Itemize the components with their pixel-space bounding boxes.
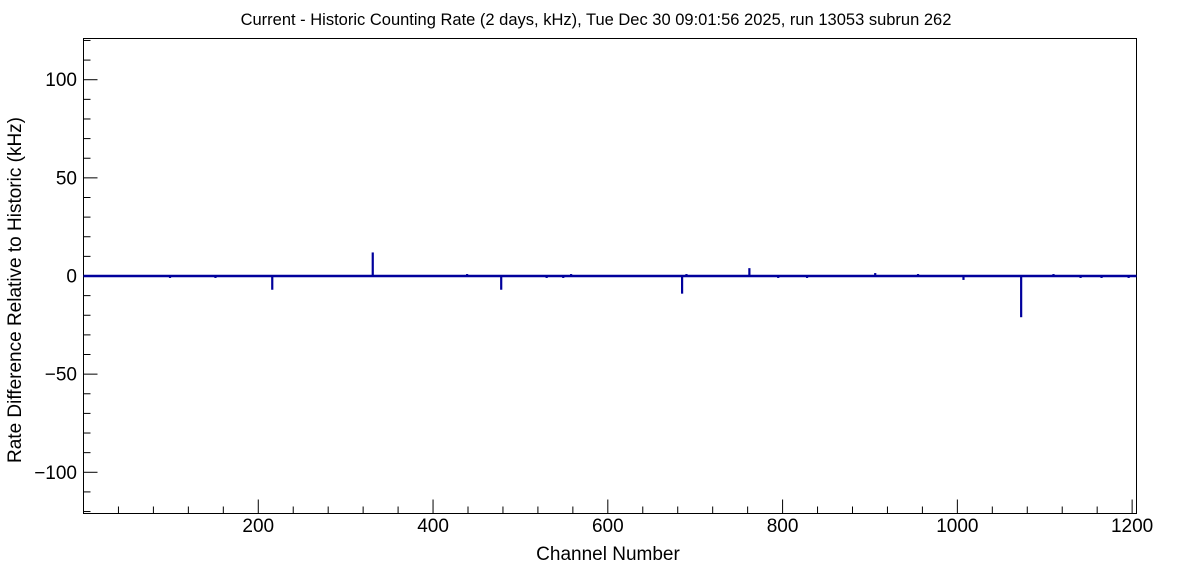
x-tick-label: 600 [592,516,624,537]
y-tick-label: −50 [45,365,77,386]
y-tick-label: −100 [34,463,77,484]
data-series [83,252,1137,318]
x-axis-title: Channel Number [536,544,680,565]
chart-title: Current - Historic Counting Rate (2 days… [241,11,952,29]
x-tick-label: 1000 [936,516,978,537]
y-tick-label: 50 [56,168,77,189]
y-tick-label: 0 [66,267,77,288]
y-axis-ticks: −100 −50 0 50 100 [34,39,98,513]
y-tick-label: 100 [45,70,77,91]
x-tick-label: 400 [417,516,449,537]
x-tick-label: 200 [242,516,274,537]
x-tick-label: 1200 [1111,516,1153,537]
x-tick-label: 800 [767,516,799,537]
x-axis-ticks: 200 400 600 800 1000 1200 [117,499,1153,537]
y-axis-title: Rate Difference Relative to Historic (kH… [5,117,26,463]
